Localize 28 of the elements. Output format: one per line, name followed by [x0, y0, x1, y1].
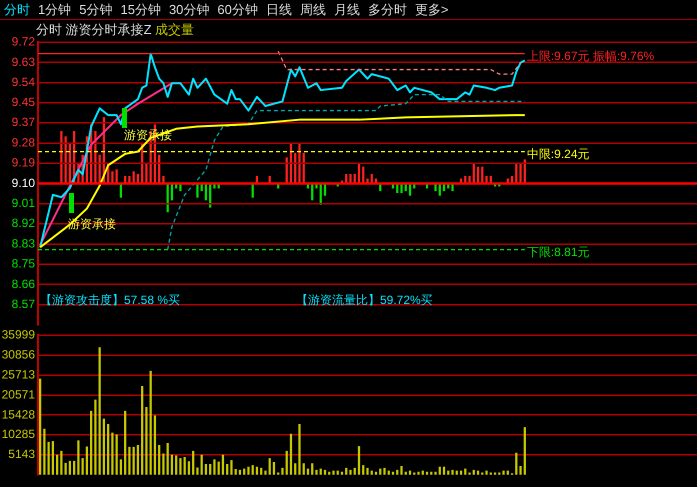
y-tick-label: 9.63 — [12, 54, 36, 69]
y-tick-label: 5143 — [8, 447, 36, 462]
y-tick-label: 8.92 — [12, 216, 36, 230]
y-tick-label: 9.10 — [12, 176, 36, 190]
annotation: 【游资流量比】59.72%买 — [296, 293, 433, 307]
y-tick-label: 8.66 — [12, 276, 36, 291]
chart-title: 分时 游资分时承接Z 成交量 — [36, 22, 194, 37]
y-tick-label: 15428 — [2, 407, 36, 422]
y-tick-label: 9.54 — [12, 74, 36, 89]
y-tick-label: 35999 — [2, 328, 36, 342]
y-tick-label: 10285 — [2, 427, 36, 442]
ref-line-label: 上限:9.67元 振幅:9.76% — [526, 48, 655, 63]
y-tick-label: 9.28 — [12, 135, 36, 150]
ref-line-label: 下限:8.81元 — [526, 244, 590, 259]
y-tick-label: 9.19 — [12, 156, 36, 170]
annotation: 【游资攻击度】57.58 %买 — [40, 293, 180, 307]
y-tick-label: 8.83 — [12, 236, 36, 250]
y-tick-label: 25713 — [2, 367, 36, 382]
y-tick-label: 30856 — [2, 347, 36, 362]
y-tick-label: 9.37 — [12, 115, 36, 130]
text: 分时 1分钟 5分钟 15分钟 30分钟 60分钟 日线 周线 月线 多分时 更多> — [4, 2, 448, 17]
y-tick-label: 9.01 — [12, 196, 36, 210]
y-tick-label: 8.75 — [12, 256, 36, 270]
y-tick-label: 20571 — [2, 387, 36, 402]
y-tick-label: 8.57 — [12, 296, 36, 311]
y-tick-label: 9.45 — [12, 95, 36, 110]
y-tick-label: 9.72 — [12, 34, 36, 49]
ref-line-label: 中限:9.24元 — [526, 146, 590, 161]
